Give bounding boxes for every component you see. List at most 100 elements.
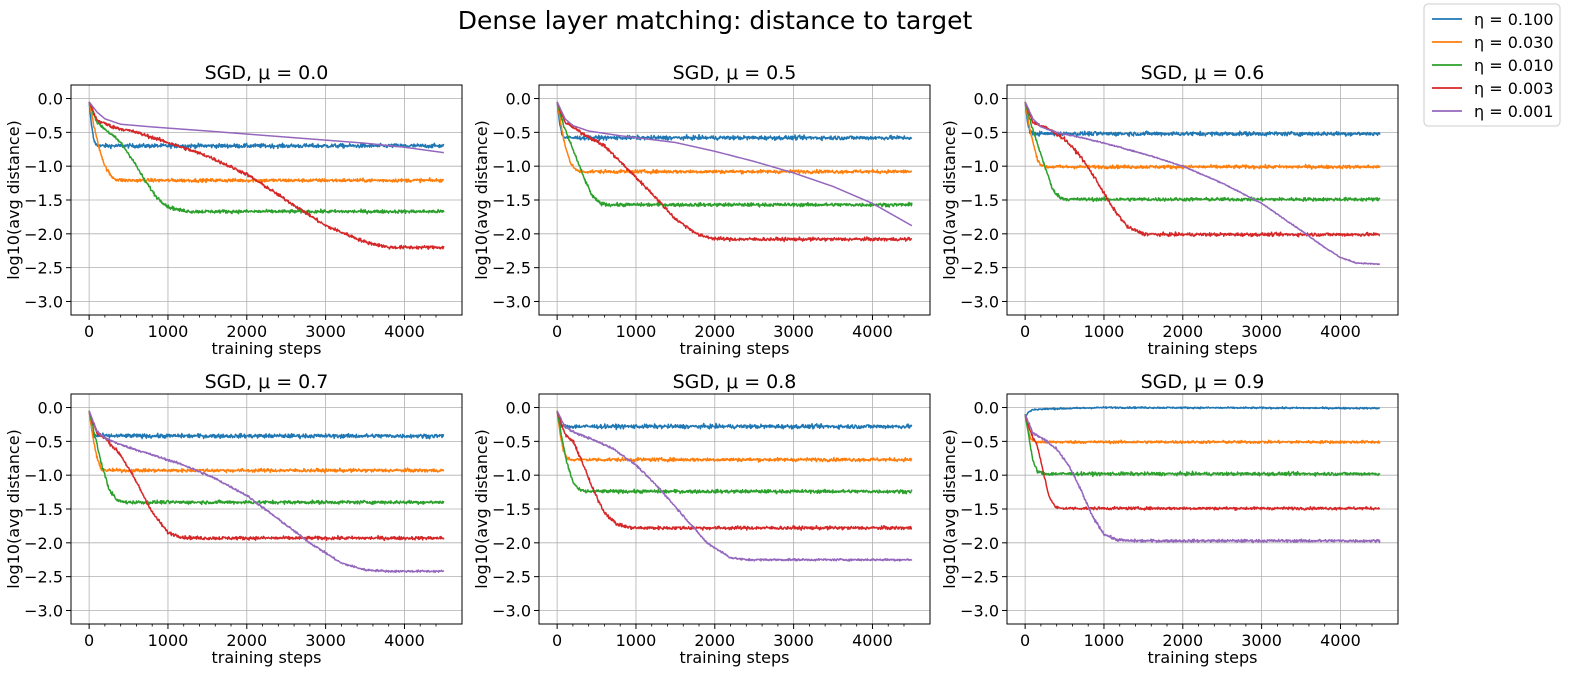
y-tick-label: −2.0 [492, 225, 531, 244]
y-tick-label: −1.5 [24, 500, 63, 519]
subplot-1: 0 1000 2000 3000 4000 0.0 −0.5 −1.0 −1.5 −2.0 −2.5… [472, 62, 931, 358]
series-line-4 [556, 101, 913, 243]
series-group [556, 101, 913, 243]
x-tick-label: 4000 [1320, 322, 1361, 341]
series-line-4 [88, 410, 445, 542]
y-tick-label: 0.0 [38, 399, 63, 418]
series-line-2 [556, 101, 913, 175]
series-line-5 [1024, 414, 1381, 544]
series-group [556, 410, 913, 562]
series-line-2 [88, 101, 445, 184]
x-tick-label: 1000 [148, 322, 189, 341]
series-line-2 [1024, 101, 1381, 170]
y-tick-label: −1.5 [960, 191, 999, 210]
x-axis-label: training steps [679, 339, 789, 358]
x-tick-label: 2000 [1162, 322, 1203, 341]
subplot-title: SGD, μ = 0.8 [673, 371, 797, 393]
x-tick-label: 0 [84, 631, 94, 650]
x-tick-label: 3000 [1241, 322, 1282, 341]
y-axis-label: log10(avg distance) [472, 120, 491, 280]
y-axis-label: log10(avg distance) [4, 429, 23, 589]
x-tick-label: 2000 [226, 322, 267, 341]
x-tick-label: 1000 [148, 631, 189, 650]
x-tick-label: 0 [552, 322, 562, 341]
series-line-5 [88, 101, 445, 154]
y-tick-label: −2.0 [24, 534, 63, 553]
x-tick-label: 1000 [1084, 631, 1125, 650]
x-tick-label: 3000 [773, 631, 814, 650]
series-line-4 [1024, 101, 1381, 238]
series-line-2 [556, 410, 913, 463]
y-tick-label: −0.5 [492, 432, 531, 451]
y-tick-label: −1.0 [24, 466, 63, 485]
subplot-0: 0 1000 2000 3000 4000 0.0 −0.5 −1.0 −1.5 −2.0 −2.5… [4, 62, 463, 358]
subplot-3: 0 1000 2000 3000 4000 0.0 −0.5 −1.0 −1.5 −2.0 −2.5… [4, 371, 463, 667]
x-axis-label: training steps [211, 648, 321, 667]
subplot-title: SGD, μ = 0.0 [205, 62, 329, 84]
series-line-1 [88, 101, 445, 150]
series-line-1 [1024, 101, 1381, 138]
y-tick-label: −3.0 [24, 601, 63, 620]
series-line-3 [1024, 414, 1381, 478]
y-tick-label: −2.0 [960, 534, 999, 553]
y-tick-label: −2.5 [24, 259, 63, 278]
series-group [88, 101, 445, 250]
series-line-3 [88, 410, 445, 506]
y-tick-label: −2.5 [24, 568, 63, 587]
y-tick-label: 0.0 [506, 399, 531, 418]
series-line-1 [1024, 405, 1381, 419]
series-line-1 [556, 410, 913, 431]
y-tick-label: −1.5 [492, 500, 531, 519]
y-tick-label: −0.5 [960, 432, 999, 451]
y-tick-label: −2.5 [492, 259, 531, 278]
x-tick-label: 2000 [694, 322, 735, 341]
x-tick-label: 4000 [852, 631, 893, 650]
x-tick-label: 1000 [616, 322, 657, 341]
y-tick-label: −2.5 [960, 568, 999, 587]
x-tick-label: 1000 [1084, 322, 1125, 341]
subplot-title: SGD, μ = 0.7 [205, 371, 329, 393]
y-tick-label: −1.0 [960, 466, 999, 485]
y-tick-label: −1.5 [492, 191, 531, 210]
y-tick-label: −1.5 [960, 500, 999, 519]
subplot-5: 0 1000 2000 3000 4000 0.0 −0.5 −1.0 −1.5 −2.0 −2.5… [940, 371, 1399, 667]
y-tick-label: −0.5 [24, 123, 63, 142]
series-line-2 [88, 410, 445, 474]
y-axis-label: log10(avg distance) [4, 120, 23, 280]
y-tick-label: 0.0 [38, 90, 63, 109]
y-tick-label: −1.0 [24, 157, 63, 176]
y-tick-label: −1.5 [24, 191, 63, 210]
y-axis-label: log10(avg distance) [472, 429, 491, 589]
x-tick-label: 3000 [1241, 631, 1282, 650]
series-line-1 [556, 101, 913, 142]
x-tick-label: 0 [84, 322, 94, 341]
x-axis-label: training steps [211, 339, 321, 358]
y-tick-label: −2.5 [492, 568, 531, 587]
series-line-5 [88, 410, 445, 573]
series-line-3 [556, 410, 913, 495]
x-tick-label: 4000 [852, 322, 893, 341]
series-line-1 [88, 410, 445, 440]
series-line-3 [1024, 101, 1381, 203]
x-tick-label: 2000 [1162, 631, 1203, 650]
legend-label: η = 0.001 [1474, 102, 1554, 121]
y-tick-label: −0.5 [492, 123, 531, 142]
y-tick-label: −3.0 [492, 292, 531, 311]
x-axis-label: training steps [679, 648, 789, 667]
series-line-4 [88, 101, 445, 250]
legend-label: η = 0.030 [1474, 33, 1554, 52]
series-line-2 [1024, 414, 1381, 445]
series-group [88, 410, 445, 573]
figure-title: Dense layer matching: distance to target [457, 6, 973, 35]
x-tick-label: 4000 [1320, 631, 1361, 650]
series-line-5 [556, 410, 913, 562]
y-tick-label: −0.5 [24, 432, 63, 451]
x-axis-label: training steps [1147, 339, 1257, 358]
subplot-2: 0 1000 2000 3000 4000 0.0 −0.5 −1.0 −1.5 −2.0 −2.5… [940, 62, 1399, 358]
y-tick-label: −2.0 [960, 225, 999, 244]
legend-label: η = 0.010 [1474, 56, 1554, 75]
legend-box [1423, 3, 1561, 127]
subplot-title: SGD, μ = 0.6 [1141, 62, 1265, 84]
series-line-4 [556, 410, 913, 531]
subplot-4: 0 1000 2000 3000 4000 0.0 −0.5 −1.0 −1.5 −2.0 −2.5… [472, 371, 931, 667]
